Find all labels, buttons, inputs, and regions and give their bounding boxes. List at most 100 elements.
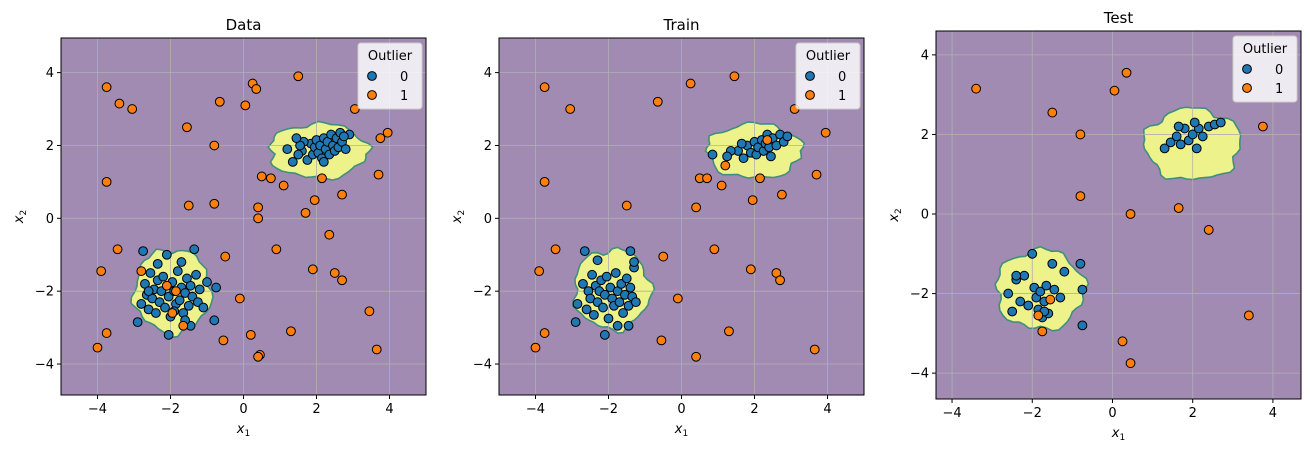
data-point-class-1 bbox=[240, 100, 251, 111]
data-point-class-1 bbox=[183, 200, 194, 211]
data-point-class-0 bbox=[1075, 258, 1086, 269]
y-tick-label: 4 bbox=[46, 66, 54, 81]
data-point-class-0 bbox=[1019, 270, 1030, 281]
data-point-class-1 bbox=[209, 140, 220, 151]
y-axis-label-subscript: 2 bbox=[457, 210, 467, 216]
data-point-class-0 bbox=[1003, 288, 1014, 299]
data-point-class-0 bbox=[629, 257, 639, 267]
legend-marker-1 bbox=[1242, 83, 1252, 93]
y-tick-label: 4 bbox=[484, 66, 492, 81]
data-point-class-1 bbox=[820, 127, 831, 138]
data-point-class-0 bbox=[736, 138, 747, 149]
y-tick-label: −4 bbox=[473, 358, 492, 373]
x-axis-label-subscript: 1 bbox=[244, 429, 250, 439]
legend-marker-0 bbox=[805, 71, 815, 81]
data-points bbox=[92, 71, 393, 362]
data-point-class-1 bbox=[1203, 225, 1214, 235]
data-point-class-0 bbox=[1011, 270, 1022, 281]
data-point-class-1 bbox=[251, 84, 262, 94]
data-point-class-1 bbox=[691, 202, 701, 213]
data-point-class-0 bbox=[1049, 284, 1060, 295]
y-tick-label: −4 bbox=[910, 367, 929, 382]
data-point-class-0 bbox=[623, 320, 634, 331]
data-point-class-1 bbox=[178, 320, 189, 331]
data-point-class-1 bbox=[317, 173, 327, 184]
data-point-class-1 bbox=[621, 200, 632, 211]
data-point-class-1 bbox=[127, 104, 138, 114]
data-point-class-0 bbox=[1059, 266, 1070, 277]
data-point-class-0 bbox=[1187, 129, 1198, 140]
data-point-class-0 bbox=[191, 269, 201, 280]
x-tick-label: 4 bbox=[385, 402, 393, 417]
x-axis-label-subscript: 1 bbox=[1119, 433, 1125, 443]
y-tick-label: 2 bbox=[46, 139, 54, 154]
legend-label-0: 0 bbox=[1275, 63, 1283, 78]
data-point-class-1 bbox=[337, 189, 347, 200]
data-point-class-1 bbox=[1037, 326, 1048, 337]
data-point-class-1 bbox=[253, 202, 264, 213]
data-point-class-0 bbox=[151, 308, 161, 318]
y-tick-label: −2 bbox=[910, 287, 929, 302]
data-point-class-1 bbox=[762, 135, 773, 145]
data-point-class-0 bbox=[738, 153, 749, 164]
data-point-class-0 bbox=[202, 277, 212, 287]
data-point-class-1 bbox=[136, 266, 147, 277]
x-tick-label: 2 bbox=[750, 402, 758, 417]
data-point-class-1 bbox=[702, 173, 712, 184]
data-point-class-1 bbox=[745, 264, 756, 275]
legend-marker-0 bbox=[367, 71, 377, 81]
data-point-class-1 bbox=[101, 82, 112, 93]
data-points bbox=[971, 67, 1268, 369]
x-axis-label: x1 bbox=[1111, 426, 1125, 443]
data-point-class-0 bbox=[158, 271, 169, 282]
data-point-class-1 bbox=[209, 198, 220, 209]
y-tick-label: −2 bbox=[473, 285, 492, 300]
data-point-class-0 bbox=[599, 329, 610, 340]
legend: Outlier 0 1 bbox=[795, 42, 861, 110]
data-point-class-0 bbox=[189, 244, 200, 255]
data-point-class-1 bbox=[685, 78, 696, 89]
chart-title: Train bbox=[663, 16, 700, 34]
data-point-class-1 bbox=[539, 176, 550, 187]
chart-panel-1: −4 −2 0 2 4 −4 −2 0 2 4 Data x1 x2 Outlier 0 1 bbox=[12, 16, 427, 439]
data-point-class-1 bbox=[809, 344, 820, 355]
data-point-class-1 bbox=[1075, 129, 1086, 140]
data-point-class-1 bbox=[1125, 209, 1136, 219]
legend-marker-1 bbox=[367, 90, 377, 100]
data-point-class-0 bbox=[161, 249, 172, 260]
data-point-class-1 bbox=[293, 71, 304, 82]
data-point-class-0 bbox=[603, 313, 614, 324]
data-point-class-1 bbox=[652, 96, 663, 107]
y-tick-label: 0 bbox=[921, 208, 929, 223]
legend-title: Outlier bbox=[368, 49, 413, 64]
data-point-class-0 bbox=[287, 156, 298, 167]
data-point-class-0 bbox=[198, 302, 209, 313]
data-point-class-1 bbox=[1125, 358, 1136, 369]
x-tick-label: −4 bbox=[942, 406, 961, 421]
data-point-class-1 bbox=[747, 195, 758, 206]
data-point-class-1 bbox=[1033, 310, 1044, 321]
data-point-class-1 bbox=[92, 342, 103, 353]
x-tick-label: 4 bbox=[1269, 406, 1277, 421]
y-axis-label-subscript: 2 bbox=[19, 210, 29, 216]
data-point-class-0 bbox=[707, 149, 718, 160]
x-tick-label: 0 bbox=[239, 402, 247, 417]
data-point-class-1 bbox=[364, 306, 375, 317]
data-point-class-1 bbox=[114, 98, 125, 109]
legend-title: Outlier bbox=[806, 49, 851, 64]
data-point-class-0 bbox=[621, 273, 632, 284]
data-point-class-0 bbox=[194, 284, 205, 295]
data-point-class-0 bbox=[174, 295, 185, 306]
data-point-class-0 bbox=[570, 317, 581, 328]
x-tick-label: −2 bbox=[1023, 406, 1042, 421]
data-point-class-0 bbox=[625, 246, 636, 257]
legend-label-1: 1 bbox=[1275, 82, 1283, 97]
y-tick-label: −4 bbox=[35, 358, 54, 373]
data-point-class-1 bbox=[161, 280, 172, 291]
data-point-class-1 bbox=[256, 171, 267, 182]
data-point-class-1 bbox=[218, 335, 229, 346]
data-point-class-1 bbox=[167, 308, 178, 318]
legend-marker-1 bbox=[805, 90, 815, 100]
data-point-class-1 bbox=[716, 180, 727, 191]
y-tick-label: 2 bbox=[484, 139, 492, 154]
